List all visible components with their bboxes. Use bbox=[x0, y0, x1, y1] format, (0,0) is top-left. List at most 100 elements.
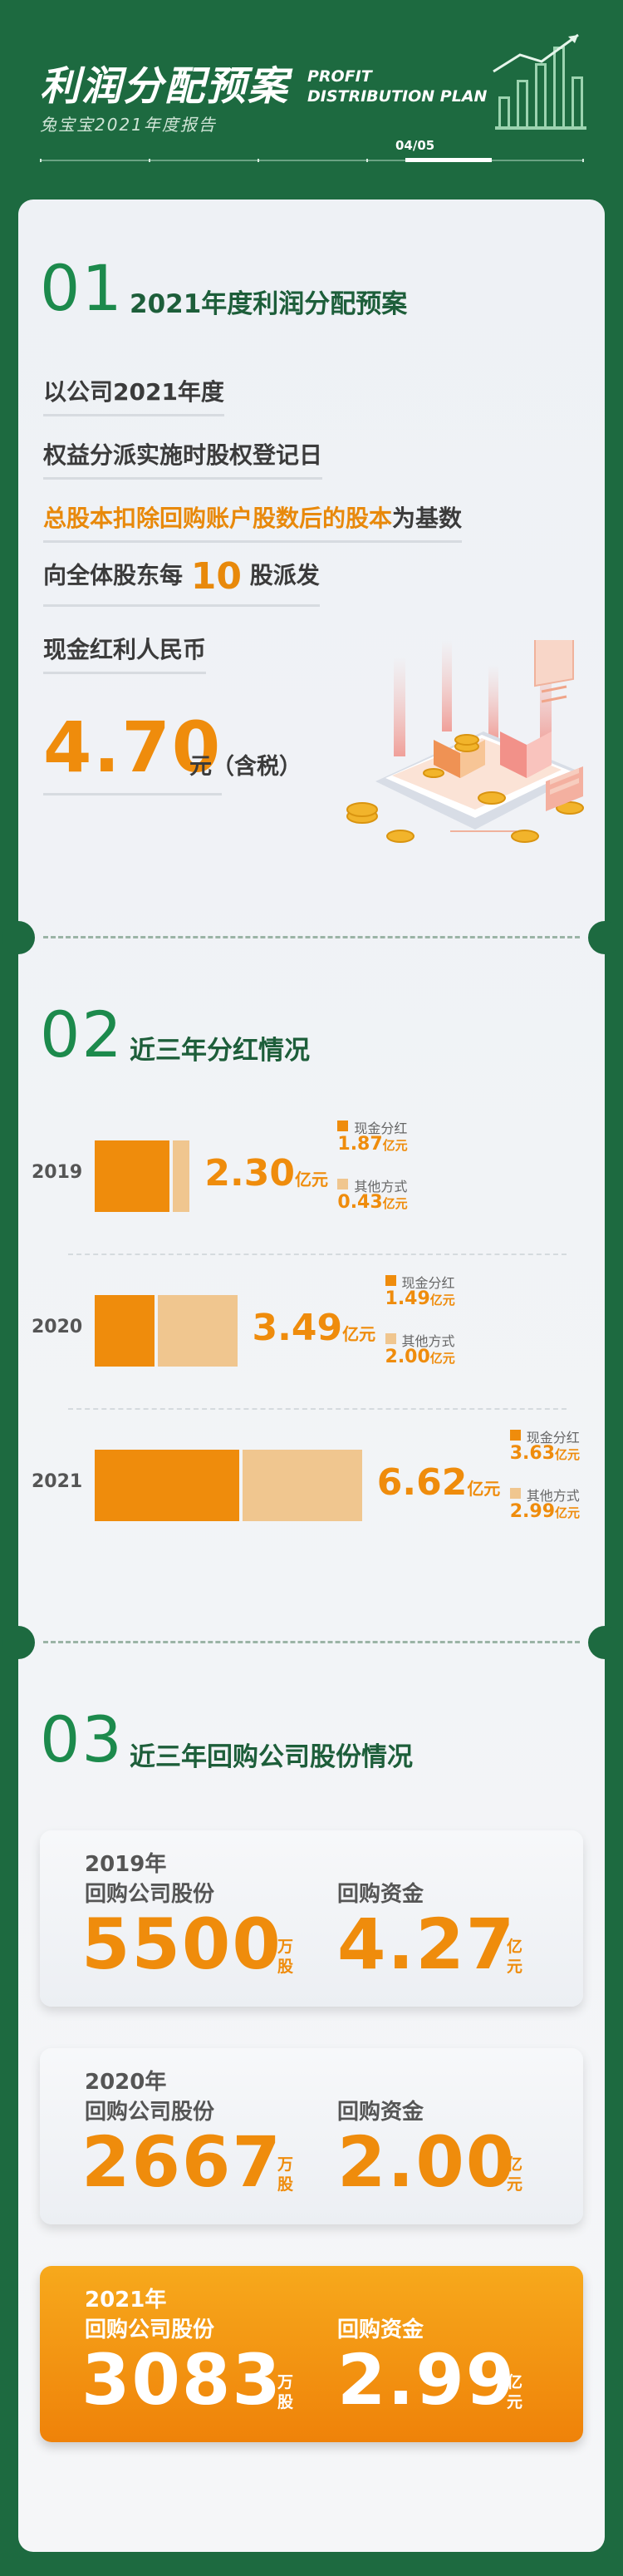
card-notch bbox=[2, 921, 35, 954]
other-dividend-number: 0.43 bbox=[337, 1192, 383, 1213]
cash-dividend-unit: 亿元 bbox=[555, 1447, 581, 1462]
plan-text-line: 以公司2021年度 bbox=[43, 374, 224, 416]
legend-swatch-cash bbox=[385, 1275, 396, 1286]
legend-label-other: 其他方式 bbox=[354, 1179, 408, 1194]
plan-text-highlight: 总股本扣除回购账户股数后的股本 bbox=[43, 505, 393, 532]
buyback-card: 2019年回购公司股份 回购资金 5500 4.27 万股 亿元 bbox=[40, 1830, 583, 2007]
dividend-amount: 4.70 bbox=[43, 707, 223, 795]
buyback-funds-label: 回购资金 bbox=[337, 2317, 424, 2342]
buyback-shares-value: 3083 bbox=[81, 2339, 282, 2421]
bar-other-segment bbox=[172, 1140, 190, 1212]
other-dividend-unit: 亿元 bbox=[382, 1196, 408, 1211]
buyback-year: 2021年 bbox=[85, 2288, 167, 2312]
plan-text-line: 现金红利人民币 bbox=[43, 632, 207, 674]
legend-label-other: 其他方式 bbox=[401, 1333, 455, 1349]
dividend-amount-unit: 元（含税） bbox=[189, 754, 302, 780]
buyback-funds-value: 2.00 bbox=[337, 2121, 517, 2203]
buyback-shares-unit: 万股 bbox=[277, 2155, 294, 2194]
bar-cash-segment bbox=[95, 1295, 155, 1367]
buyback-funds-unit: 亿元 bbox=[507, 2155, 523, 2194]
cash-dividend-value: 1.49亿元 bbox=[385, 1288, 455, 1309]
section-title: 近三年分红情况 bbox=[130, 1036, 310, 1066]
buyback-shares-value: 5500 bbox=[81, 1904, 282, 1985]
card-notch bbox=[2, 1626, 35, 1659]
legend-swatch-other bbox=[385, 1333, 396, 1344]
bar-cash-segment bbox=[95, 1450, 240, 1521]
other-dividend-value: 0.43亿元 bbox=[337, 1192, 407, 1213]
share-base-number: 10 bbox=[190, 555, 242, 598]
section-divider bbox=[43, 1641, 580, 1643]
card-notch bbox=[588, 921, 621, 954]
bar-total-number: 3.49 bbox=[252, 1307, 343, 1349]
buyback-shares-unit: 万股 bbox=[277, 1938, 294, 1976]
plan-text-line: 权益分派实施时股权登记日 bbox=[43, 437, 323, 480]
buyback-card: 2021年 回购公司股份 回购资金 3083 2.99 万股 亿元 bbox=[40, 2266, 583, 2442]
other-dividend-number: 2.99 bbox=[509, 1501, 556, 1522]
legend-swatch-cash bbox=[509, 1430, 521, 1441]
buyback-year: 2019年 bbox=[85, 1852, 167, 1877]
bar-total-value: 6.62亿元 bbox=[377, 1461, 501, 1504]
content-card: 01 2021年度利润分配预案 以公司2021年度 权益分派实施时股权登记日 总… bbox=[2, 199, 621, 2552]
section-number: 02 bbox=[40, 997, 124, 1071]
buyback-year: 2020年 bbox=[85, 2070, 167, 2095]
section-title: 2021年度利润分配预案 bbox=[130, 289, 408, 319]
buyback-funds-value: 4.27 bbox=[337, 1904, 517, 1985]
page-subtitle: 兔宝宝2021年度报告 bbox=[40, 115, 217, 135]
buyback-card: 2020年回购公司股份 回购资金 2667 2.00 万股 亿元 bbox=[40, 2048, 583, 2224]
plan-text-line: 总股本扣除回购账户股数后的股本为基数 bbox=[43, 500, 463, 543]
bar-total-value: 3.49亿元 bbox=[253, 1307, 376, 1349]
legend-label-cash: 现金分红 bbox=[354, 1121, 408, 1136]
other-dividend-number: 2.00 bbox=[385, 1347, 430, 1367]
cash-dividend-number: 1.49 bbox=[385, 1288, 430, 1309]
section-number: 03 bbox=[40, 1702, 124, 1776]
section-number: 01 bbox=[40, 251, 124, 325]
page-title-en: PROFIT DISTRIBUTION PLAN bbox=[307, 67, 488, 106]
legend-label-cash: 现金分红 bbox=[401, 1275, 455, 1291]
legend-swatch-other bbox=[337, 1179, 349, 1189]
legend-label-cash: 现金分红 bbox=[526, 1430, 580, 1446]
row-separator bbox=[68, 1408, 567, 1410]
bar-total-number: 6.62 bbox=[376, 1461, 468, 1504]
bar-total-value: 2.30亿元 bbox=[204, 1152, 328, 1194]
buyback-shares-label: 回购公司股份 bbox=[85, 2100, 215, 2125]
other-dividend-unit: 亿元 bbox=[555, 1505, 581, 1520]
buyback-shares-label: 回购公司股份 bbox=[85, 2317, 215, 2342]
bar-total-unit: 亿元 bbox=[342, 1324, 376, 1344]
buyback-funds-label: 回购资金 bbox=[337, 2100, 424, 2125]
section-divider bbox=[43, 936, 580, 938]
page-title: 利润分配预案 bbox=[40, 63, 290, 110]
header: 利润分配预案 PROFIT DISTRIBUTION PLAN 兔宝宝2021年… bbox=[0, 0, 623, 199]
cash-dividend-number: 1.87 bbox=[337, 1134, 383, 1155]
bar-cash-segment bbox=[95, 1140, 169, 1212]
bar-chart-icon bbox=[493, 33, 595, 130]
buyback-funds-label: 回购资金 bbox=[337, 1882, 424, 1907]
section-title: 近三年回购公司股份情况 bbox=[130, 1742, 413, 1772]
other-dividend-value: 2.99亿元 bbox=[510, 1501, 580, 1522]
cash-dividend-unit: 亿元 bbox=[382, 1138, 408, 1153]
bar-year-label: 2021 bbox=[32, 1471, 83, 1492]
page-indicator: 04/05 bbox=[395, 138, 435, 153]
page-progress-highlight bbox=[405, 158, 492, 162]
cash-dividend-value: 1.87亿元 bbox=[337, 1134, 407, 1155]
bar-year-label: 2019 bbox=[32, 1162, 83, 1183]
buyback-funds-unit: 亿元 bbox=[507, 2373, 523, 2411]
buyback-shares-value: 2667 bbox=[81, 2121, 282, 2203]
cash-dividend-unit: 亿元 bbox=[429, 1293, 455, 1308]
row-separator bbox=[68, 1254, 567, 1255]
legend-swatch-other bbox=[509, 1488, 521, 1499]
bar-other-segment bbox=[243, 1450, 362, 1521]
legend-label-other: 其他方式 bbox=[526, 1488, 580, 1504]
phone-coins-illustration bbox=[346, 640, 584, 843]
bar-year-label: 2020 bbox=[32, 1317, 83, 1337]
buyback-funds-unit: 亿元 bbox=[507, 1938, 523, 1976]
other-dividend-value: 2.00亿元 bbox=[385, 1347, 455, 1367]
cash-dividend-value: 3.63亿元 bbox=[510, 1443, 580, 1464]
bar-total-unit: 亿元 bbox=[467, 1479, 501, 1499]
cash-dividend-number: 3.63 bbox=[509, 1443, 556, 1464]
other-dividend-unit: 亿元 bbox=[429, 1351, 455, 1366]
bar-total-unit: 亿元 bbox=[294, 1170, 328, 1189]
plan-text-line: 向全体股东每 10 股派发 bbox=[43, 555, 320, 607]
page-progress-line bbox=[40, 158, 584, 162]
buyback-shares-label: 回购公司股份 bbox=[85, 1882, 215, 1907]
card-notch bbox=[588, 1626, 621, 1659]
